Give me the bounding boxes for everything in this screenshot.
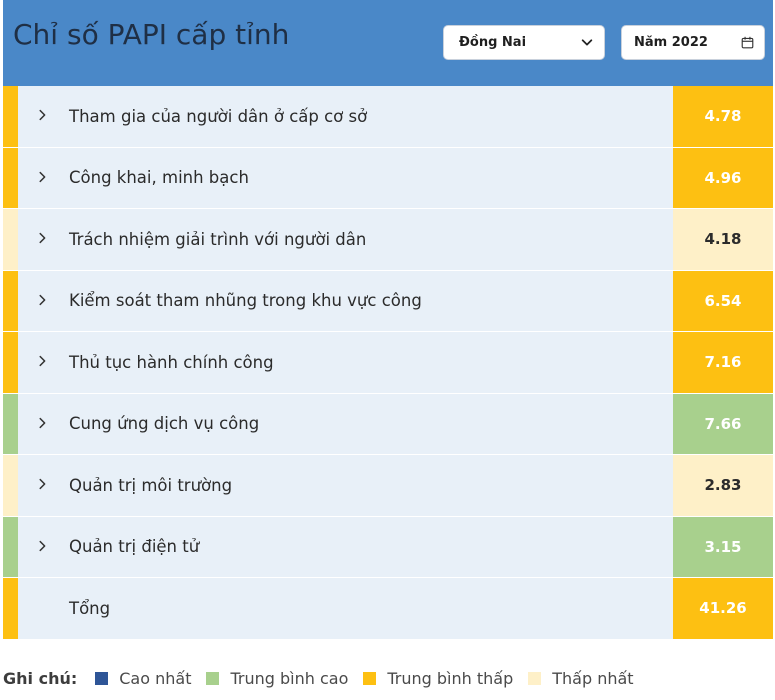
chevron-right-icon[interactable] [35, 108, 49, 122]
row-score: 7.16 [673, 332, 773, 393]
chevron-right-icon[interactable] [35, 293, 49, 307]
chevron-right-icon[interactable] [35, 416, 49, 430]
row-body [18, 147, 673, 208]
row-label: Cung ứng dịch vụ công [69, 414, 260, 434]
row-score: 4.78 [673, 86, 773, 147]
level-indicator-stripe [3, 270, 18, 331]
row-body [18, 86, 673, 147]
legend-label: Trung bình cao [230, 668, 349, 688]
row-body [18, 332, 673, 393]
legend-label: Cao nhất [119, 668, 192, 688]
row-body [18, 578, 673, 639]
row-body [18, 270, 673, 331]
row-score: 41.26 [673, 578, 773, 639]
row-body [18, 516, 673, 577]
calendar-icon[interactable] [741, 36, 754, 49]
chevron-right-icon[interactable] [35, 539, 49, 553]
page-title: Chỉ số PAPI cấp tỉnh [13, 18, 290, 51]
legend-item: Thấp nhất [528, 668, 634, 688]
chevron-down-icon [581, 39, 593, 46]
level-indicator-stripe [3, 209, 18, 270]
row-label: Công khai, minh bạch [69, 168, 249, 188]
legend-item: Trung bình thấp [363, 669, 513, 688]
row-score: 6.54 [673, 270, 773, 331]
row-score: 7.66 [673, 393, 773, 454]
province-select-value: Đồng Nai [459, 35, 527, 50]
legend-label: Thấp nhất [552, 668, 634, 688]
row-score: 2.83 [673, 455, 773, 516]
table-row[interactable]: Tham gia của người dân ở cấp cơ sở 4.78 [3, 86, 773, 148]
row-score: 4.96 [673, 147, 773, 208]
papi-index-table: Tham gia của người dân ở cấp cơ sở 4.78 Cô… [3, 86, 773, 640]
level-indicator-stripe [3, 516, 18, 577]
table-row[interactable]: Quản trị điện tử 3.15 [3, 516, 773, 578]
legend: Ghi chú: Cao nhất Trung bình cao Trung bìn… [3, 666, 649, 690]
row-score: 3.15 [673, 516, 773, 577]
table-row[interactable]: Cung ứng dịch vụ công 7.66 [3, 393, 773, 455]
level-indicator-stripe [3, 455, 18, 516]
chevron-right-icon[interactable] [35, 354, 49, 368]
legend-swatch [363, 671, 377, 685]
row-body [18, 455, 673, 516]
row-label: Quản trị điện tử [69, 537, 200, 557]
table-row: Tổng 41.26 [3, 578, 773, 640]
level-indicator-stripe [3, 578, 18, 639]
table-row[interactable]: Công khai, minh bạch 4.96 [3, 147, 773, 209]
year-picker[interactable]: Năm 2022 [621, 25, 765, 60]
year-picker-value: Năm 2022 [634, 35, 708, 50]
row-score: 4.18 [673, 209, 773, 270]
row-label: Tham gia của người dân ở cấp cơ sở [69, 106, 368, 126]
row-label: Kiểm soát tham nhũng trong khu vực công [69, 291, 422, 311]
legend-item: Cao nhất [95, 669, 191, 688]
level-indicator-stripe [3, 147, 18, 208]
legend-label: Trung bình thấp [387, 668, 514, 688]
row-body [18, 393, 673, 454]
level-indicator-stripe [3, 332, 18, 393]
row-body [18, 209, 673, 270]
legend-item: Trung bình cao [206, 669, 348, 688]
table-row[interactable]: Trách nhiệm giải trình với người dân 4.18 [3, 209, 773, 271]
level-indicator-stripe [3, 393, 18, 454]
legend-title: Ghi chú: [3, 668, 78, 688]
legend-swatch [206, 671, 220, 685]
row-label: Trách nhiệm giải trình với người dân [69, 229, 367, 249]
page-header: Chỉ số PAPI cấp tỉnh Đồng Nai Năm 2022 [3, 0, 773, 86]
legend-swatch [95, 671, 109, 685]
chevron-right-icon[interactable] [35, 477, 49, 491]
table-row[interactable]: Kiểm soát tham nhũng trong khu vực công 6… [3, 270, 773, 332]
chevron-right-icon[interactable] [35, 231, 49, 245]
chevron-right-icon[interactable] [35, 170, 49, 184]
level-indicator-stripe [3, 86, 18, 147]
table-row[interactable]: Quản trị môi trường 2.83 [3, 455, 773, 517]
legend-swatch [528, 671, 542, 685]
row-label: Quản trị môi trường [69, 475, 233, 495]
row-label: Thủ tục hành chính công [69, 352, 274, 372]
table-row[interactable]: Thủ tục hành chính công 7.16 [3, 332, 773, 394]
row-label: Tổng [69, 598, 111, 618]
province-select[interactable]: Đồng Nai [443, 25, 605, 60]
